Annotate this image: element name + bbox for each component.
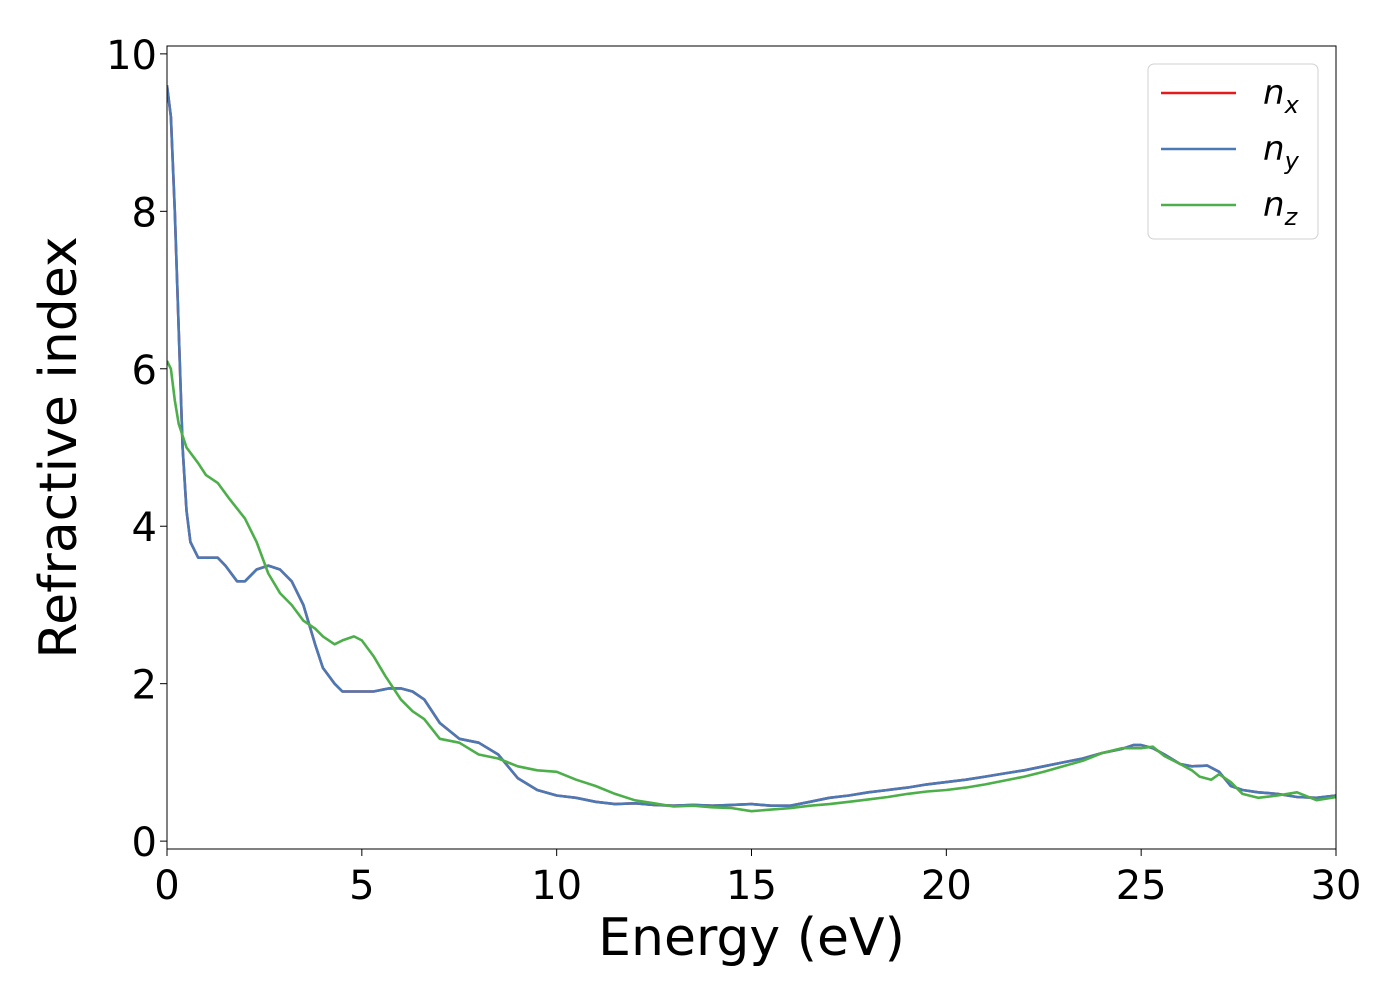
legend-label-base: n xyxy=(1263,129,1285,169)
ticks-layer: 0 5 10 15 20 25 30 0 2 4 6 8 10 xyxy=(106,33,1361,909)
series-layer xyxy=(167,85,1336,813)
x-axis-title: Energy (eV) xyxy=(598,908,905,968)
legend-label-y: ny xyxy=(1263,129,1300,175)
series-line-z xyxy=(167,360,1336,813)
legend-label-subscript: x xyxy=(1284,91,1300,119)
y-tick-label: 8 xyxy=(132,190,157,236)
x-tick-label: 10 xyxy=(531,863,582,909)
legend-box xyxy=(1147,63,1319,240)
x-tick-label: 5 xyxy=(349,863,374,909)
x-tick-label: 30 xyxy=(1311,863,1362,909)
x-tick-label: 15 xyxy=(726,863,777,909)
y-tick-label: 0 xyxy=(132,820,157,866)
x-tick-label: 25 xyxy=(1116,863,1167,909)
legend-label-subscript: y xyxy=(1284,147,1300,175)
legend-label-base: n xyxy=(1263,185,1285,225)
x-tick-label: 0 xyxy=(154,863,179,909)
y-axis-title: Refractive index xyxy=(29,236,89,658)
y-tick-label: 4 xyxy=(132,505,157,551)
x-tick-label: 20 xyxy=(921,863,972,909)
y-tick-label: 10 xyxy=(106,33,157,79)
legend-label-subscript: z xyxy=(1284,203,1299,231)
series-line-y xyxy=(167,85,1336,808)
legend-label-x: nx xyxy=(1263,73,1300,119)
y-tick-label: 6 xyxy=(132,348,157,394)
y-tick-label: 2 xyxy=(132,663,157,709)
legend-label-z: nz xyxy=(1263,185,1299,231)
legend-label-base: n xyxy=(1263,73,1285,113)
